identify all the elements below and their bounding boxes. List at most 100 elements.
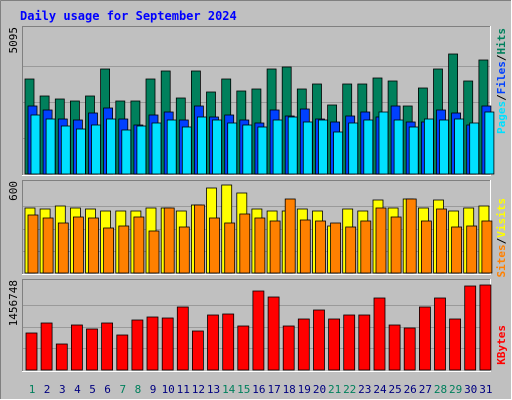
legend-separator: / — [495, 237, 508, 244]
sites-bar — [209, 217, 220, 274]
day-label: 20 — [313, 383, 326, 396]
sites-bar — [73, 216, 84, 274]
day-label: 11 — [177, 383, 190, 396]
kbytes-bar — [403, 327, 416, 371]
kbytes-bar — [86, 328, 98, 371]
legend-separator: / — [495, 94, 508, 101]
kbytes-bar — [222, 313, 235, 371]
pages-bar — [363, 119, 374, 175]
kbytes-bar — [207, 314, 219, 371]
pages-bar — [106, 118, 116, 175]
day-label: 19 — [298, 383, 311, 396]
day-label: 31 — [479, 383, 492, 396]
kbytes-bar — [40, 322, 53, 371]
sites-bar — [42, 217, 54, 274]
kbytes-bar — [358, 314, 371, 371]
sites-bar — [451, 226, 463, 274]
sites-bar — [224, 222, 236, 274]
pages-bar — [181, 126, 192, 175]
sites-bar — [390, 216, 402, 274]
sites-bar — [466, 225, 478, 274]
day-label: 24 — [373, 383, 387, 396]
legend-visits: Visits — [495, 198, 508, 238]
pages-bar — [166, 119, 177, 175]
sites-bar — [269, 220, 281, 274]
max-label-kbytes: 1456748 — [7, 280, 20, 326]
day-label: 8 — [135, 383, 142, 396]
pages-bar — [408, 126, 419, 175]
pages-bar — [454, 118, 465, 175]
sites-bar — [330, 222, 342, 274]
kbytes-bar — [267, 296, 280, 371]
sites-bar — [436, 208, 447, 274]
pages-bar — [318, 119, 328, 175]
visits-panel — [22, 180, 493, 275]
legend-pages: Pages — [495, 101, 508, 134]
max-label-hits: 5095 — [7, 27, 20, 54]
kbytes-bar — [328, 318, 341, 371]
day-label: 6 — [104, 383, 111, 396]
day-label: 12 — [192, 383, 205, 396]
day-label: 15 — [237, 383, 250, 396]
day-label: 29 — [449, 383, 462, 396]
sites-bar — [103, 227, 114, 274]
pages-bar — [121, 129, 132, 175]
sites-bar — [481, 220, 493, 274]
kbytes-bar — [388, 324, 401, 371]
day-label: 21 — [328, 383, 341, 396]
kbytes-bar — [146, 316, 159, 371]
chart-title: Daily usage for September 2024 — [20, 9, 237, 23]
legend-hits: Hits — [495, 28, 508, 55]
kbytes-bar — [313, 309, 325, 371]
pages-bar — [45, 118, 56, 175]
day-label: 13 — [207, 383, 220, 396]
day-label: 3 — [59, 383, 66, 396]
pages-bar — [348, 122, 359, 175]
day-label: 30 — [464, 383, 477, 396]
kbytes-bar — [161, 317, 174, 371]
sites-bar — [299, 219, 311, 274]
kbytes-bar — [449, 318, 462, 371]
sites-bar — [118, 225, 130, 274]
day-label: 18 — [283, 383, 296, 396]
kbytes-bar — [25, 332, 38, 371]
legend-sites: Sites — [495, 244, 508, 277]
kbytes-bar — [464, 285, 477, 371]
sites-bar — [254, 217, 266, 274]
sites-bar — [27, 214, 39, 274]
day-label: 10 — [162, 383, 175, 396]
pages-bar — [91, 124, 101, 175]
sites-bar — [420, 220, 432, 274]
sites-bar — [57, 222, 69, 274]
hits-panel — [22, 26, 495, 176]
day-label: 25 — [388, 383, 401, 396]
pages-bar — [76, 128, 86, 175]
kbytes-bar — [343, 314, 356, 371]
kbytes-bar — [237, 325, 250, 371]
sites-bar — [148, 230, 160, 274]
day-label: 1 — [29, 383, 36, 396]
sites-bar — [360, 220, 372, 274]
legend-kbytes: KBytes — [495, 325, 508, 365]
sites-bar — [405, 198, 417, 274]
pages-bar — [469, 122, 480, 175]
pages-bar — [242, 124, 253, 175]
day-label: 2 — [44, 383, 51, 396]
pages-bar — [378, 111, 389, 175]
pages-bar — [257, 126, 268, 175]
day-label: 7 — [119, 383, 126, 396]
axis-max-labels: 5095 600 1456748 — [7, 27, 20, 326]
day-label: 23 — [358, 383, 371, 396]
pages-bar — [30, 114, 41, 175]
kbytes-bar — [282, 325, 295, 371]
day-label: 4 — [74, 383, 81, 396]
kbytes-bar — [71, 324, 83, 371]
day-labels: 1 2 3 4 5 6 7 8 9 10 11 12 13 14 15 16 17 18 19 20 21 22 23 24 2… — [29, 383, 493, 396]
kbytes-bar — [418, 306, 431, 371]
day-label: 14 — [222, 383, 236, 396]
day-label: 26 — [404, 383, 417, 396]
max-label-visits: 600 — [7, 181, 20, 201]
kbytes-bar — [252, 290, 265, 371]
